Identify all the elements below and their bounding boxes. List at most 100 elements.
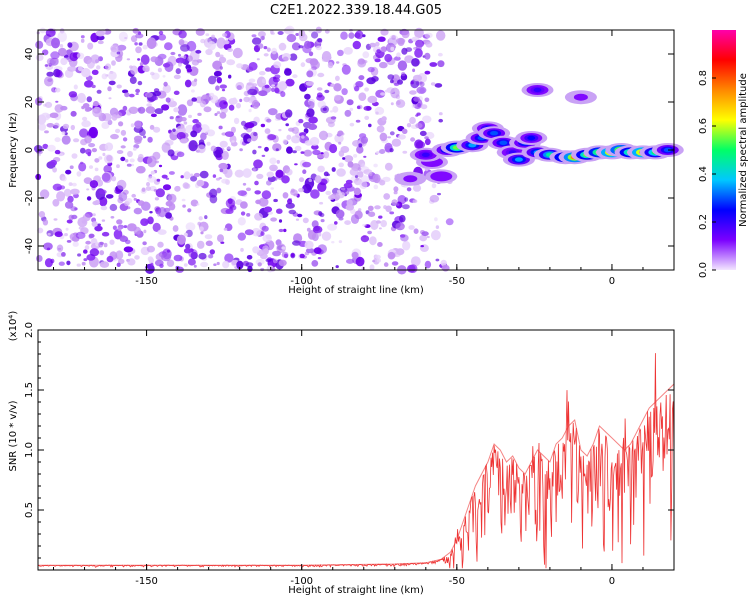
noise-blob	[259, 71, 266, 76]
noise-blob	[273, 76, 276, 80]
noise-blob	[319, 212, 325, 218]
noise-blob	[78, 162, 87, 172]
noise-blob	[205, 33, 210, 37]
noise-blob	[227, 48, 234, 52]
noise-blob	[216, 111, 221, 115]
noise-blob	[285, 123, 290, 127]
noise-blob	[248, 62, 258, 71]
noise-blob	[364, 115, 370, 120]
noise-blob	[110, 133, 119, 140]
noise-blob	[135, 33, 144, 39]
noise-blob	[133, 226, 141, 235]
noise-blob	[165, 97, 171, 103]
noise-blob	[335, 75, 340, 82]
noise-blob	[377, 242, 383, 247]
noise-blob	[173, 74, 181, 80]
noise-blob	[237, 190, 247, 197]
noise-blob	[162, 63, 171, 68]
noise-blob	[366, 106, 372, 111]
noise-blob	[44, 101, 53, 108]
noise-blob	[425, 41, 433, 48]
noise-blob	[293, 193, 298, 197]
noise-blob	[111, 60, 116, 66]
noise-blob	[165, 200, 173, 207]
noise-blob	[179, 138, 188, 144]
signal-point	[533, 87, 542, 93]
noise-blob	[61, 252, 66, 257]
noise-blob	[81, 68, 91, 78]
noise-blob	[110, 216, 115, 219]
noise-blob	[246, 254, 253, 260]
noise-blob	[69, 165, 74, 169]
noise-blob	[142, 65, 150, 72]
noise-blob	[379, 61, 388, 69]
noise-blob	[200, 231, 204, 235]
noise-blob	[225, 179, 230, 185]
noise-blob	[159, 263, 164, 268]
noise-blob	[284, 68, 292, 76]
noise-blob	[257, 262, 262, 267]
noise-blob	[101, 73, 108, 80]
noise-blob	[186, 68, 193, 73]
noise-blob	[380, 92, 386, 96]
noise-blob	[135, 88, 141, 93]
noise-blob	[213, 263, 217, 267]
colorbar-tick-label: 0.0	[698, 262, 709, 278]
noise-blob	[298, 177, 305, 183]
noise-blob	[376, 125, 385, 133]
noise-blob	[307, 101, 315, 109]
noise-blob	[395, 99, 406, 108]
noise-blob	[169, 116, 174, 120]
noise-blob	[387, 74, 395, 80]
noise-blob	[393, 191, 398, 195]
noise-blob	[286, 34, 297, 43]
noise-blob	[278, 228, 284, 233]
noise-blob	[348, 32, 355, 39]
noise-blob	[157, 241, 164, 248]
noise-blob	[68, 182, 73, 187]
noise-blob	[261, 154, 266, 157]
noise-blob	[54, 231, 63, 238]
noise-blob	[199, 124, 210, 135]
noise-blob	[275, 169, 284, 178]
noise-blob	[434, 217, 438, 222]
noise-blob	[435, 225, 440, 230]
noise-blob	[85, 240, 91, 245]
noise-blob	[53, 218, 58, 221]
noise-blob	[190, 173, 194, 177]
noise-blob	[219, 100, 228, 109]
noise-blob	[323, 171, 329, 177]
noise-blob	[349, 122, 355, 127]
noise-blob	[338, 141, 342, 145]
noise-blob	[164, 42, 173, 51]
colorbar-tick-label: 0.4	[698, 166, 709, 182]
noise-blob	[190, 130, 198, 138]
noise-blob	[130, 65, 138, 75]
noise-blob	[88, 233, 95, 238]
noise-blob	[215, 177, 221, 181]
noise-blob	[219, 168, 224, 173]
noise-blob	[295, 218, 300, 221]
noise-blob	[236, 102, 241, 109]
noise-blob	[377, 36, 386, 42]
noise-blob	[72, 182, 77, 187]
noise-blob	[142, 135, 147, 139]
noise-blob	[93, 100, 99, 107]
noise-blob	[246, 213, 251, 217]
noise-blob	[257, 43, 264, 49]
noise-blob	[380, 46, 388, 53]
noise-blob	[118, 121, 124, 127]
noise-blob	[285, 109, 293, 118]
noise-blob	[264, 128, 271, 135]
noise-blob	[398, 134, 406, 140]
noise-blob	[320, 219, 325, 223]
noise-blob	[431, 183, 437, 189]
noise-blob	[415, 114, 419, 117]
noise-blob	[193, 172, 201, 178]
noise-blob	[108, 80, 116, 86]
noise-blob	[224, 131, 235, 138]
noise-blob	[379, 132, 388, 142]
noise-blob	[199, 226, 204, 232]
noise-blob	[106, 255, 114, 263]
noise-blob	[375, 111, 379, 115]
